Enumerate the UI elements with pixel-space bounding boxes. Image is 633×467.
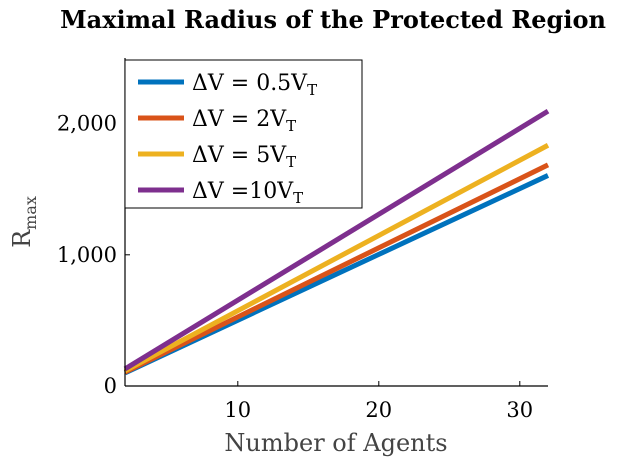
x-axis-label: Number of Agents bbox=[224, 429, 447, 457]
y-axis-label-base: R bbox=[8, 229, 36, 248]
y-ticks: 0 1,000 2,000 bbox=[57, 112, 130, 398]
series-line-4 bbox=[123, 109, 550, 372]
legend: ΔV = 0.5VT ΔV = 2VT ΔV = 5VT ΔV =10VT bbox=[124, 59, 363, 209]
plot-lines bbox=[123, 109, 550, 376]
y-axis-label: Rmax bbox=[8, 196, 40, 248]
y-axis-label-sub: max bbox=[21, 196, 40, 230]
legend-label-1: ΔV = 0.5VT bbox=[192, 71, 317, 99]
legend-box bbox=[124, 59, 363, 209]
y-tick-label: 0 bbox=[104, 374, 117, 398]
series-line-3 bbox=[123, 143, 550, 374]
y-tick-label: 2,000 bbox=[57, 112, 117, 136]
x-tick-label: 30 bbox=[506, 398, 533, 422]
x-tick-label: 20 bbox=[365, 398, 392, 422]
x-tick-label: 10 bbox=[224, 398, 251, 422]
legend-label-4: ΔV =10VT bbox=[192, 179, 303, 207]
legend-label-3: ΔV = 5VT bbox=[192, 143, 296, 171]
y-tick-label: 1,000 bbox=[57, 243, 117, 267]
series-line-2 bbox=[123, 162, 550, 375]
chart-title: Maximal Radius of the Protected Region bbox=[60, 5, 606, 34]
legend-label-2: ΔV = 2VT bbox=[192, 107, 296, 135]
x-ticks: 10 20 30 bbox=[224, 381, 533, 422]
